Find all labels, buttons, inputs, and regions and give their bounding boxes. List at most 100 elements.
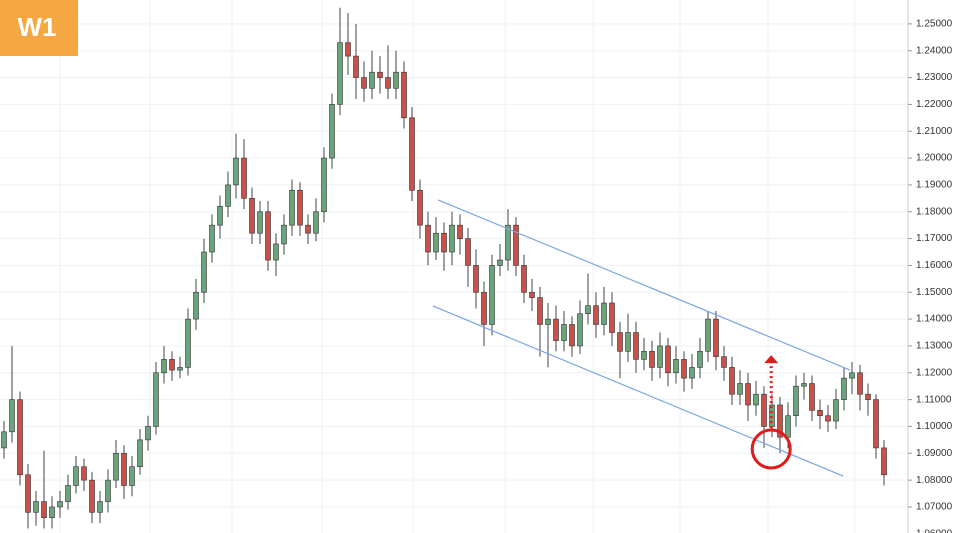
candle-body [689,367,695,379]
candle-body [737,383,743,395]
candle-body [561,324,567,341]
candle-body [401,71,407,119]
timeframe-badge [0,0,78,56]
candle-body [465,238,471,266]
candle-body [801,383,807,387]
candle-body [425,224,431,253]
candle-body [665,345,671,374]
candle-body [417,189,423,226]
candle-body [433,232,439,253]
candle-body [601,302,607,325]
y-tick-label: 1.19000 [916,180,953,191]
candle-body [57,501,63,508]
candle-body [793,385,799,417]
candle-body [577,313,583,347]
candle-body [873,399,879,449]
candle-body [825,415,831,422]
candle-body [153,372,159,427]
candle-body [585,305,591,315]
y-tick-label: 1.06000 [916,528,953,533]
candle-body [129,466,135,486]
candle-body [185,318,191,368]
candle-body [65,485,71,502]
y-tick-label: 1.25000 [916,19,953,30]
y-tick-label: 1.16000 [916,260,953,271]
candle-body [513,224,519,266]
y-tick-label: 1.14000 [916,314,953,325]
candle-body [777,404,783,438]
candle-body [697,351,703,368]
candle-body [745,383,751,406]
candle-body [385,77,391,89]
y-tick-label: 1.26000 [916,0,953,3]
y-tick-label: 1.21000 [916,126,953,137]
candle-body [449,224,455,253]
y-tick-label: 1.08000 [916,475,953,486]
candle-body [161,359,167,374]
candle-body [529,291,535,298]
candle-body [297,189,303,226]
candle-body [89,479,95,513]
y-tick-label: 1.10000 [916,421,953,432]
candle-body [289,189,295,226]
trend-line [437,199,851,371]
candle-body [849,372,855,379]
y-tick-label: 1.09000 [916,448,953,459]
candle-body [881,447,887,476]
candle-body [409,117,415,191]
candle-body [593,305,599,325]
candle-body [481,291,487,325]
candle-body [217,206,223,226]
candle-body [33,501,39,513]
candle-body [369,71,375,89]
candle-body [865,393,871,400]
candle-body [25,474,31,513]
candle-body [721,356,727,368]
candle-body [537,297,543,325]
candle-body [313,211,319,234]
candle-body [753,393,759,406]
candle-body [857,372,863,395]
candle-body [233,157,239,186]
y-tick-label: 1.24000 [916,45,953,56]
candle-body [121,452,127,486]
candle-body [809,383,815,411]
candle-body [193,291,199,320]
y-tick-label: 1.23000 [916,72,953,83]
candle-body [305,224,311,234]
candle-body [265,211,271,261]
y-tick-label: 1.18000 [916,206,953,217]
candle-body [609,302,615,333]
candle-body [457,224,463,239]
trend-line [432,305,844,477]
candle-body [657,345,663,368]
candle-body [337,42,343,105]
candle-body [713,318,719,357]
candle-body [41,501,47,519]
candle-body [545,318,551,325]
candle-body [617,332,623,352]
candle-body [729,367,735,395]
candle-body [137,439,143,468]
candle-body [569,324,575,347]
candle-body [345,42,351,57]
candle-body [769,404,775,427]
v-grid [59,0,856,533]
candle-body [521,265,527,293]
candle-body [649,351,655,368]
y-tick-label: 1.12000 [916,367,953,378]
candle-body [97,501,103,513]
candle-body [505,224,511,261]
candle-body [817,410,823,417]
candle-body [49,506,55,519]
highlight-circle [750,428,792,470]
timeframe-label: W1 [18,12,57,42]
candle-body [641,351,647,360]
candle-body [329,104,335,159]
candle-body [241,157,247,199]
candle-body [761,393,767,427]
candle-body [113,452,119,481]
y-tick-label: 1.15000 [916,287,953,298]
